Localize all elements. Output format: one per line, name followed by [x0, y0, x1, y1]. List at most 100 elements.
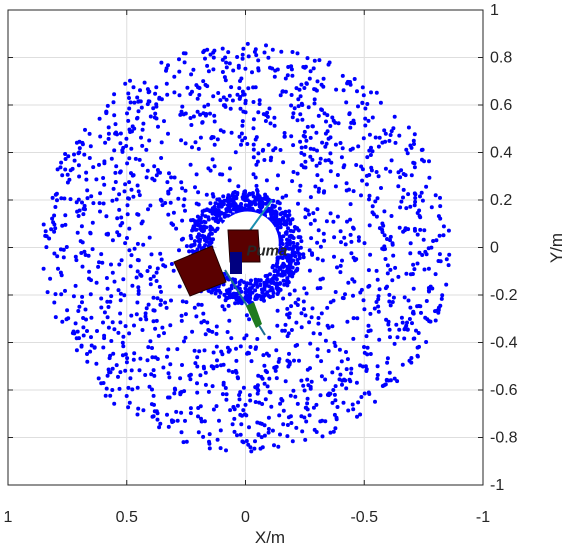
data-point: [281, 422, 286, 427]
data-point: [278, 221, 283, 226]
data-point: [251, 283, 256, 288]
data-point: [309, 236, 314, 241]
data-point: [198, 226, 203, 231]
data-point: [309, 315, 314, 320]
data-point: [275, 67, 280, 72]
data-point: [52, 213, 57, 218]
data-point: [294, 86, 299, 91]
data-point: [334, 417, 339, 422]
data-point: [389, 158, 394, 163]
data-point: [248, 192, 253, 197]
data-point: [166, 347, 171, 352]
data-point: [266, 353, 271, 358]
data-point: [60, 223, 65, 228]
data-point: [256, 151, 261, 156]
data-point: [327, 60, 332, 65]
data-point: [213, 291, 218, 296]
data-point: [221, 194, 226, 199]
data-point: [404, 271, 409, 276]
data-point: [106, 136, 111, 141]
x-tick-label: 1: [4, 509, 13, 526]
data-point: [60, 173, 65, 178]
data-point: [369, 165, 374, 170]
data-point: [365, 102, 370, 106]
data-point: [405, 320, 409, 325]
data-point: [207, 232, 212, 237]
data-point: [403, 226, 408, 231]
data-point: [114, 363, 119, 368]
data-point: [58, 165, 63, 170]
data-point: [167, 375, 172, 380]
data-point: [427, 175, 432, 180]
data-point: [158, 302, 163, 307]
data-point: [123, 324, 128, 329]
data-point: [262, 433, 267, 438]
data-point: [401, 187, 406, 192]
data-point: [345, 357, 350, 362]
data-point: [118, 320, 123, 325]
data-point: [391, 295, 396, 300]
data-point: [395, 379, 400, 384]
data-point: [85, 352, 89, 356]
data-point: [210, 135, 215, 139]
data-point: [241, 408, 246, 413]
data-point: [243, 207, 247, 211]
data-point: [50, 195, 55, 200]
data-point: [112, 148, 117, 153]
data-point: [114, 197, 119, 202]
data-point: [227, 318, 232, 323]
data-point: [56, 266, 60, 271]
data-point: [333, 290, 338, 294]
data-point: [392, 376, 397, 381]
data-point: [232, 416, 237, 421]
data-point: [273, 146, 278, 151]
data-point: [132, 351, 137, 356]
data-point: [373, 199, 378, 204]
data-point: [321, 190, 326, 195]
data-point: [291, 388, 296, 393]
data-point: [270, 428, 275, 433]
data-point: [99, 296, 104, 301]
data-point: [123, 241, 128, 246]
data-point: [203, 56, 207, 61]
data-point: [264, 113, 268, 117]
data-point: [155, 296, 160, 301]
data-point: [387, 327, 392, 332]
data-point: [406, 192, 411, 197]
data-point: [340, 146, 345, 151]
data-point: [87, 156, 92, 160]
data-point: [219, 210, 224, 215]
data-point: [406, 298, 411, 303]
data-point: [415, 345, 420, 350]
data-point: [113, 122, 118, 127]
data-point: [268, 121, 273, 126]
data-point: [235, 433, 239, 438]
data-point: [124, 394, 129, 398]
data-point: [125, 356, 130, 361]
data-point: [135, 300, 140, 305]
data-point: [408, 241, 413, 246]
data-point: [339, 359, 344, 364]
data-point: [240, 89, 245, 94]
data-point: [237, 96, 242, 101]
data-point: [297, 358, 301, 363]
data-point: [275, 264, 279, 269]
data-point: [388, 133, 393, 137]
data-point: [315, 79, 320, 84]
data-point: [81, 316, 86, 320]
data-point: [308, 146, 313, 151]
data-point: [243, 295, 248, 300]
data-point: [77, 304, 82, 309]
y-tick-label: -0.6: [490, 382, 518, 399]
data-point: [321, 231, 326, 236]
data-point: [138, 317, 143, 322]
data-point: [256, 58, 261, 63]
data-point: [217, 294, 222, 299]
data-point: [214, 324, 219, 329]
data-point: [91, 165, 96, 170]
data-point: [310, 252, 315, 257]
data-point: [259, 435, 264, 440]
data-point: [339, 155, 344, 160]
data-point: [389, 129, 394, 134]
data-point: [354, 163, 359, 167]
